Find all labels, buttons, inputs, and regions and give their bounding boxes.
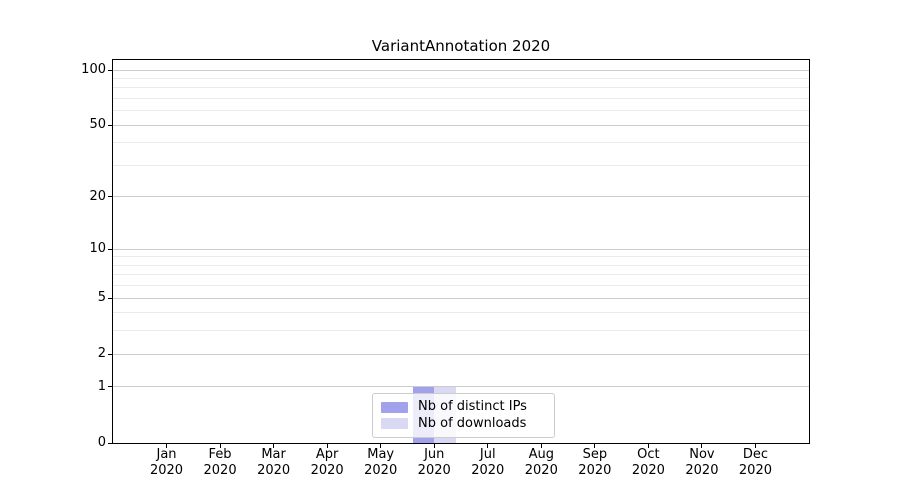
x-tick-label: May 2020	[364, 447, 398, 478]
x-tick-label: Jul 2020	[471, 447, 505, 478]
y-gridline-minor	[113, 312, 809, 314]
x-tick-label: Aug 2020	[524, 447, 558, 478]
y-gridline-major	[113, 69, 809, 71]
y-tick-mark	[108, 442, 112, 444]
x-tick-label: Jun 2020	[417, 447, 451, 478]
x-tick-mark	[166, 444, 168, 448]
x-tick-label: Oct 2020	[631, 447, 665, 478]
x-tick-label: Mar 2020	[257, 447, 291, 478]
y-gridline-major	[113, 297, 809, 299]
x-tick-mark	[701, 444, 703, 448]
x-tick-mark	[594, 444, 596, 448]
y-gridline-minor	[113, 264, 809, 266]
plot-area	[112, 59, 810, 444]
y-gridline-minor	[113, 274, 809, 276]
x-tick-label: Apr 2020	[310, 447, 344, 478]
y-gridline-minor	[113, 77, 809, 79]
y-tick-label: 2	[97, 346, 106, 362]
y-tick-label: 20	[89, 188, 106, 204]
chart-title: VariantAnnotation 2020	[371, 37, 551, 55]
x-tick-mark	[487, 444, 489, 448]
y-gridline-minor	[113, 110, 809, 112]
y-gridline-minor	[113, 164, 809, 166]
legend-entry-distinct-ips: Nb of distinct IPs	[381, 399, 546, 415]
y-tick-mark	[108, 248, 112, 250]
legend-swatch-downloads	[381, 418, 408, 430]
y-gridline-major	[113, 353, 809, 355]
y-gridline-minor	[113, 330, 809, 332]
x-tick-mark	[433, 444, 435, 448]
x-tick-mark	[380, 444, 382, 448]
y-gridline-major	[113, 124, 809, 126]
legend-label-downloads: Nb of downloads	[418, 415, 527, 431]
y-tick-mark	[108, 297, 112, 299]
y-tick-mark	[108, 353, 112, 355]
x-tick-label: Jan 2020	[149, 447, 184, 478]
y-tick-mark	[108, 69, 112, 71]
legend-entry-downloads: Nb of downloads	[381, 416, 546, 432]
x-tick-mark	[647, 444, 649, 448]
legend-label-distinct-ips: Nb of distinct IPs	[418, 399, 527, 415]
y-tick-mark	[108, 124, 112, 126]
y-gridline-minor	[113, 142, 809, 144]
x-tick-mark	[326, 444, 328, 448]
y-tick-label: 100	[81, 62, 106, 77]
y-tick-label: 50	[89, 117, 106, 133]
y-gridline-minor	[113, 256, 809, 258]
x-tick-label: Dec 2020	[738, 447, 772, 478]
x-tick-mark	[754, 444, 756, 448]
x-tick-label: Nov 2020	[685, 447, 719, 478]
y-tick-label: 1	[97, 378, 106, 394]
legend-swatch-distinct-ips	[381, 401, 408, 413]
y-gridline-major	[113, 386, 809, 388]
y-gridline-minor	[113, 97, 809, 99]
y-tick-label: 10	[89, 241, 106, 257]
y-gridline-major	[113, 196, 809, 198]
y-tick-mark	[108, 196, 112, 198]
x-tick-label: Feb 2020	[203, 447, 237, 478]
y-tick-label: 5	[97, 290, 106, 306]
legend: Nb of distinct IPs Nb of downloads	[372, 393, 555, 438]
y-gridline-minor	[113, 87, 809, 89]
y-tick-label: 0	[97, 435, 106, 450]
x-tick-mark	[540, 444, 542, 448]
x-tick-label: Sep 2020	[578, 447, 612, 478]
x-tick-mark	[273, 444, 275, 448]
y-tick-mark	[108, 386, 112, 388]
y-gridline-major	[113, 248, 809, 250]
y-gridline-minor	[113, 285, 809, 287]
x-tick-mark	[219, 444, 221, 448]
